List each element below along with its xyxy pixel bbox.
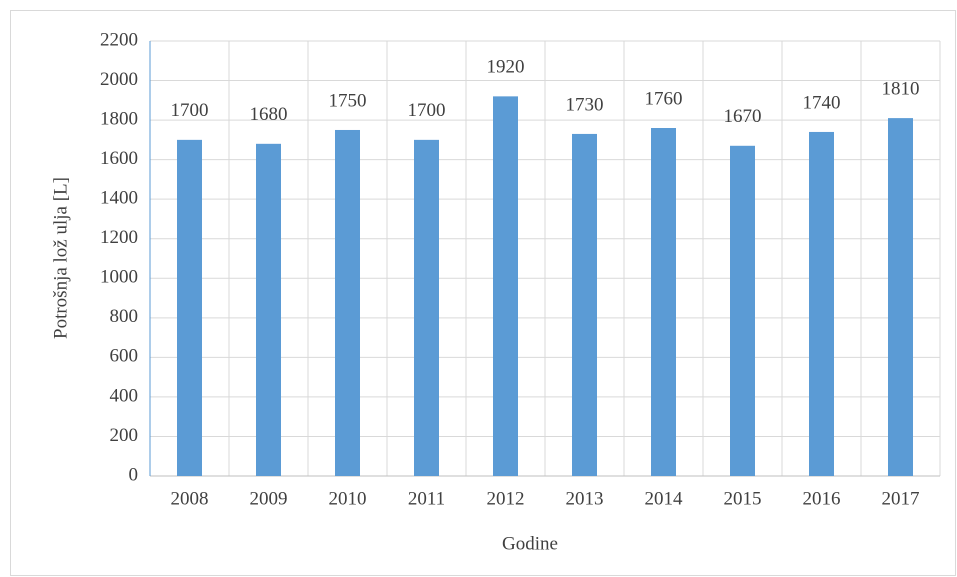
data-label: 1750 xyxy=(329,90,367,111)
data-label: 1730 xyxy=(566,94,604,115)
data-label: 1700 xyxy=(408,100,446,121)
y-tick-label: 1800 xyxy=(100,108,138,129)
bar xyxy=(335,129,360,476)
y-tick-label: 1600 xyxy=(100,148,138,169)
bar xyxy=(414,139,439,476)
data-label: 1700 xyxy=(171,100,209,121)
bar xyxy=(730,145,755,476)
bar xyxy=(493,96,518,476)
x-tick-label: 2011 xyxy=(408,488,445,509)
data-label: 1760 xyxy=(645,88,683,109)
data-label: 1810 xyxy=(882,78,920,99)
data-label: 1920 xyxy=(487,57,525,78)
y-tick-label: 1400 xyxy=(100,188,138,209)
y-tick-label: 400 xyxy=(110,385,139,406)
y-tick-label: 1200 xyxy=(100,227,138,248)
x-tick-label: 2015 xyxy=(724,488,762,509)
x-tick-label: 2014 xyxy=(645,488,684,509)
data-label: 1680 xyxy=(250,104,288,125)
x-tick-label: 2008 xyxy=(171,488,209,509)
y-tick-label: 800 xyxy=(110,306,139,327)
x-tick-label: 2009 xyxy=(250,488,288,509)
y-tick-label: 600 xyxy=(110,346,139,367)
bar xyxy=(809,131,834,477)
bar xyxy=(651,128,676,476)
y-axis-label: Potrošnja lož ulja [L] xyxy=(50,177,71,339)
bar xyxy=(572,133,597,476)
y-tick-label: 1000 xyxy=(100,267,138,288)
y-tick-label: 2200 xyxy=(100,29,138,50)
y-tick-label: 2000 xyxy=(100,69,138,90)
data-label: 1670 xyxy=(724,106,762,127)
x-tick-label: 2017 xyxy=(882,488,920,509)
y-tick-label: 200 xyxy=(110,425,139,446)
x-tick-label: 2013 xyxy=(566,488,604,509)
x-tick-label: 2012 xyxy=(487,488,525,509)
x-tick-label: 2010 xyxy=(329,488,367,509)
x-tick-label: 2016 xyxy=(803,488,841,509)
data-label: 1740 xyxy=(803,92,841,113)
bar xyxy=(177,139,202,476)
bar xyxy=(256,143,281,476)
x-axis-label: Godine xyxy=(502,533,558,554)
bar xyxy=(888,118,913,476)
chart-border xyxy=(10,10,956,576)
y-tick-label: 0 xyxy=(129,464,139,485)
